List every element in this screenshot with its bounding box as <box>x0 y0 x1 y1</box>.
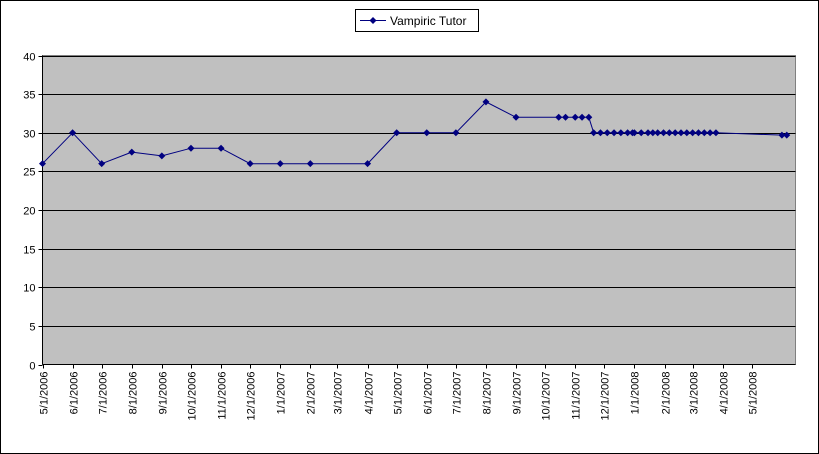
x-tick-label: 12/1/2007 <box>600 372 612 421</box>
data-point <box>306 160 314 168</box>
y-tick-label: 10 <box>23 283 35 295</box>
x-tick-label: 5/1/2007 <box>393 372 405 415</box>
x-tick-label: 8/1/2007 <box>482 372 494 415</box>
data-point <box>98 160 106 168</box>
data-point <box>649 129 657 137</box>
data-point <box>69 129 77 137</box>
y-tick-label: 35 <box>23 90 35 102</box>
y-tick-label: 5 <box>29 322 35 334</box>
data-point <box>39 160 46 168</box>
x-tick-label: 2/1/2007 <box>306 372 318 415</box>
data-point <box>555 113 563 121</box>
x-tick-label: 7/1/2007 <box>452 372 464 415</box>
data-point <box>694 129 702 137</box>
data-point <box>783 131 791 139</box>
data-point <box>700 129 708 137</box>
x-tick-label: 10/1/2007 <box>541 372 553 421</box>
data-point <box>158 152 166 160</box>
data-point <box>603 129 611 137</box>
x-axis: 5/1/2006 6/1/2006 7/1/2006 8/1/2006 9/1/2006… <box>39 364 796 421</box>
data-point <box>276 160 284 168</box>
x-tick-label: 7/1/2006 <box>98 372 110 415</box>
x-tick-label: 9/1/2007 <box>512 372 524 415</box>
y-tick-label: 30 <box>23 129 35 141</box>
x-tick-label: 8/1/2006 <box>128 372 140 415</box>
data-point <box>423 129 431 137</box>
x-tick-label: 6/1/2006 <box>69 372 81 415</box>
legend: Vampiric Tutor <box>355 9 479 32</box>
data-point <box>128 148 136 156</box>
data-point <box>630 129 638 137</box>
x-tick-label: 4/1/2008 <box>719 372 731 415</box>
data-point <box>187 144 195 152</box>
data-point <box>671 129 679 137</box>
legend-box <box>355 9 479 32</box>
y-tick-label: 15 <box>23 245 35 257</box>
data-point <box>665 129 673 137</box>
x-tick-label: 11/1/2007 <box>571 372 583 420</box>
x-tick-label: 12/1/2006 <box>246 372 258 421</box>
data-point <box>596 129 604 137</box>
x-tick-label: 11/1/2006 <box>217 372 229 420</box>
data-point <box>644 129 652 137</box>
data-point <box>654 129 662 137</box>
x-tick-label: 5/1/2006 <box>39 372 51 415</box>
x-tick-label: 3/1/2008 <box>689 372 701 415</box>
data-point <box>683 129 691 137</box>
data-point <box>706 129 714 137</box>
legend-series-marker <box>369 17 377 24</box>
data-point <box>482 98 490 106</box>
data-point <box>246 160 254 168</box>
data-point <box>677 129 685 137</box>
data-point <box>512 113 520 121</box>
data-point <box>364 160 372 168</box>
series-layer <box>39 98 791 168</box>
x-tick-label: 10/1/2006 <box>187 372 199 421</box>
data-point <box>624 129 632 137</box>
y-axis: 0 5 10 15 20 25 30 35 40 <box>23 52 43 373</box>
data-point <box>571 113 579 121</box>
data-point <box>610 129 618 137</box>
y-tick-label: 40 <box>23 52 35 64</box>
x-tick-label: 2/1/2008 <box>661 372 673 415</box>
data-point <box>778 131 786 139</box>
x-tick-label: 4/1/2007 <box>364 372 376 415</box>
data-point <box>689 129 697 137</box>
data-point <box>617 129 625 137</box>
x-tick-label: 6/1/2007 <box>423 372 435 415</box>
y-tick-label: 25 <box>23 167 35 179</box>
y-tick-label: 20 <box>23 206 35 218</box>
data-point <box>452 129 460 137</box>
data-point <box>585 113 593 121</box>
legend-series-label: Vampiric Tutor <box>390 14 466 28</box>
data-point <box>393 129 401 137</box>
x-tick-label: 1/1/2008 <box>630 372 642 415</box>
data-point <box>217 144 225 152</box>
data-point <box>578 113 586 121</box>
data-point <box>562 113 570 121</box>
x-tick-label: 5/1/2008 <box>748 372 760 415</box>
data-point <box>660 129 668 137</box>
data-point <box>590 129 598 137</box>
x-tick-label: 1/1/2007 <box>276 372 288 415</box>
y-tick-label: 0 <box>29 361 35 373</box>
data-point <box>637 129 645 137</box>
data-point <box>712 129 720 137</box>
x-tick-label: 3/1/2007 <box>333 372 345 415</box>
x-tick-label: 9/1/2006 <box>158 372 170 415</box>
